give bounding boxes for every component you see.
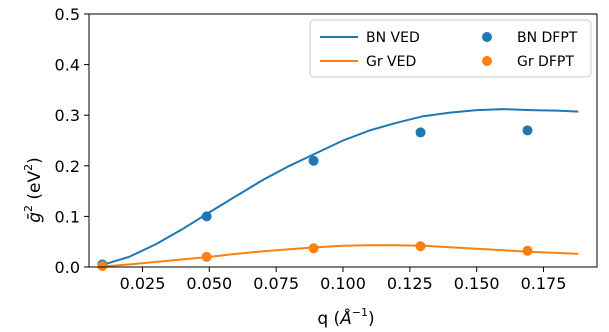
x-tick-label: 0.150 <box>454 274 500 293</box>
data-point-gr-dfpt <box>97 260 108 271</box>
data-point-bn-dfpt <box>201 211 212 222</box>
x-tick-label: 0.075 <box>253 274 299 293</box>
y-tick-label: 0.1 <box>55 207 80 226</box>
y-tick-label: 0.2 <box>55 157 80 176</box>
x-axis-label-prefix: q ( <box>317 309 340 329</box>
data-point-gr-dfpt <box>415 241 426 252</box>
data-point-bn-dfpt <box>415 127 426 138</box>
x-axis-label-suffix: ) <box>368 309 375 329</box>
x-axis-label-unit: Å <box>339 307 352 329</box>
legend-label-bn-ved: BN VED <box>366 30 420 46</box>
legend-marker-bn-dfpt <box>482 32 492 42</box>
x-axis-label: q (Å−1) <box>317 306 374 329</box>
legend: BN VED Gr VED BN DFPT Gr DFPT <box>309 19 592 78</box>
y-axis-label-close: ) <box>25 157 45 164</box>
x-tick-label: 0.025 <box>120 274 166 293</box>
y-axis-label: ḡ2 (eV2) <box>22 157 45 223</box>
axes: 0.025 0.050 0.075 0.100 0.125 0.150 0.175 0.0 0.… <box>55 5 598 293</box>
y-tick-label: 0.4 <box>55 56 80 75</box>
legend-label-bn-dfpt: BN DFPT <box>517 30 578 46</box>
data-point-bn-dfpt <box>522 125 533 136</box>
y-axis-label-unit-exponent: 2 <box>22 164 35 171</box>
data-point-gr-dfpt <box>522 245 533 256</box>
x-tick-label: 0.125 <box>387 274 433 293</box>
y-axis-label-symbol: ḡ <box>25 212 45 223</box>
legend-label-gr-ved: Gr VED <box>366 54 416 70</box>
x-tick-label: 0.100 <box>320 274 366 293</box>
plot-area <box>97 108 579 271</box>
y-tick-label: 0.5 <box>55 5 80 24</box>
legend-label-gr-dfpt: Gr DFPT <box>517 54 574 70</box>
x-axis-label-exponent: −1 <box>352 306 368 319</box>
y-axis-label-exponent: 2 <box>22 205 35 212</box>
x-tick-label: 0.050 <box>186 274 232 293</box>
y-axis-label-unit: (eV <box>25 170 45 204</box>
data-point-bn-dfpt <box>308 155 319 166</box>
data-point-gr-dfpt <box>308 243 319 254</box>
x-tick-label: 0.175 <box>521 274 567 293</box>
series-line-gr-ved <box>102 244 579 268</box>
y-tick-label: 0.3 <box>55 106 80 125</box>
data-point-gr-dfpt <box>201 251 212 262</box>
legend-marker-gr-dfpt <box>482 56 492 66</box>
legend-box <box>309 19 592 78</box>
y-tick-label: 0.0 <box>55 258 80 277</box>
series-line-bn-ved <box>102 108 579 266</box>
